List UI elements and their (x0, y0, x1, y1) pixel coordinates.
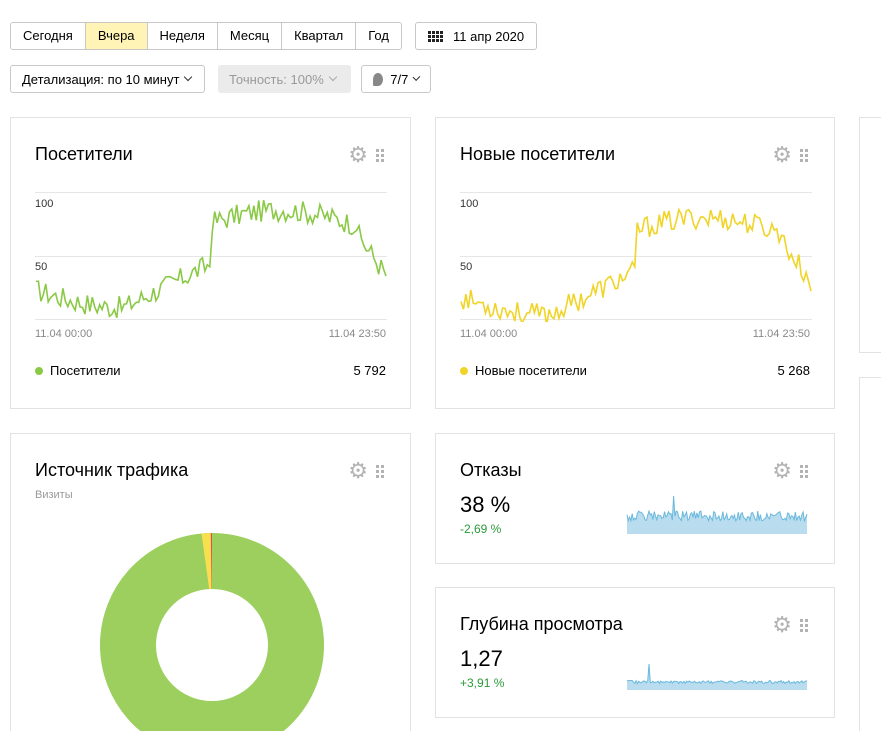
y-tick-label: 50 (460, 261, 473, 273)
new-visitors-widget: Новые посетители ⚙ 100 50 11.04 00:00 11… (435, 117, 835, 409)
bounce-widget: Отказы ⚙ 38 % -2,69 % (435, 433, 835, 564)
segments-dropdown[interactable]: 7/7 (361, 65, 431, 93)
metric-value: 1,27 (460, 646, 503, 671)
offscreen-widget (859, 377, 881, 731)
metric-delta: +3,91 % (460, 676, 505, 690)
x-tick-label: 11.04 23:50 (328, 328, 386, 340)
y-tick-label: 100 (460, 198, 479, 210)
widget-title: Посетители (35, 144, 133, 164)
legend-dot (35, 366, 43, 375)
widget-title: Источник трафика (35, 460, 189, 480)
bounce-sparkline (626, 495, 808, 534)
segments-label: 7/7 (390, 71, 409, 87)
spark-area (627, 664, 807, 690)
gear-icon[interactable]: ⚙ (348, 458, 368, 483)
spark-line (626, 663, 808, 685)
date-picker-button[interactable]: 11 апр 2020 (415, 22, 537, 50)
comment-icon (373, 72, 384, 86)
accuracy-dropdown[interactable]: Точность: 100% (218, 65, 351, 93)
drag-handle-icon[interactable] (800, 148, 808, 162)
x-tick-label: 11.04 00:00 (460, 328, 518, 340)
traffic-donut-chart (100, 532, 324, 731)
donut-segment-yellow[interactable] (201, 533, 213, 590)
drag-handle-icon[interactable] (800, 464, 808, 478)
period-today[interactable]: Сегодня (11, 23, 86, 49)
chevron-down-icon (412, 73, 421, 81)
chevron-down-icon (184, 72, 193, 82)
metric-total: 5 268 (777, 363, 810, 378)
new-visitors-line-chart (460, 192, 812, 322)
gear-icon[interactable]: ⚙ (772, 142, 792, 167)
widget-title: Отказы (460, 460, 522, 480)
series-line (35, 200, 387, 318)
metric-value: 38 % (460, 492, 511, 517)
depth-sparkline (626, 663, 808, 690)
visitors-widget: Посетители ⚙ 100 50 11.04 00:00 11.04 23… (10, 117, 411, 409)
x-tick-label: 11.04 00:00 (35, 328, 93, 340)
drag-handle-icon[interactable] (376, 464, 384, 478)
widget-subtitle: Визиты (35, 489, 73, 501)
period-month[interactable]: Месяц (217, 23, 283, 49)
y-tick-label: 100 (35, 198, 54, 210)
legend-item[interactable]: Посетители (35, 363, 121, 378)
widget-tools: ⚙ (348, 142, 384, 167)
period-quarter[interactable]: Квартал (282, 23, 357, 49)
spark-line (626, 495, 808, 523)
legend-item[interactable]: Новые посетители (460, 363, 587, 378)
x-tick-label: 11.04 23:50 (752, 328, 810, 340)
period-year[interactable]: Год (356, 23, 401, 49)
gear-icon[interactable]: ⚙ (348, 142, 368, 167)
widget-title: Глубина просмотра (460, 614, 623, 634)
metric-delta: -2,69 % (460, 522, 502, 536)
period-week[interactable]: Неделя (147, 23, 218, 49)
donut-segment-red[interactable] (210, 532, 212, 589)
widget-tools: ⚙ (772, 142, 808, 167)
spark-area (627, 496, 807, 534)
drag-handle-icon[interactable] (376, 148, 384, 162)
legend-dot (460, 366, 468, 375)
chevron-down-icon (328, 72, 338, 82)
legend-label: Посетители (50, 363, 121, 378)
legend-label: Новые посетители (475, 363, 587, 378)
detail-label: Детализация: по 10 минут (22, 71, 180, 87)
period-selector: Сегодня Вчера Неделя Месяц Квартал Год (10, 22, 402, 50)
visitors-line-chart (35, 192, 387, 320)
gear-icon[interactable]: ⚙ (772, 612, 792, 637)
gear-icon[interactable]: ⚙ (772, 458, 792, 483)
widget-title: Новые посетители (460, 144, 616, 164)
widget-tools: ⚙ (772, 458, 808, 483)
widget-tools: ⚙ (348, 458, 384, 483)
depth-widget: Глубина просмотра ⚙ 1,27 +3,91 % (435, 587, 835, 718)
y-tick-label: 50 (35, 261, 48, 273)
detail-dropdown[interactable]: Детализация: по 10 минут (10, 65, 205, 93)
drag-handle-icon[interactable] (800, 618, 808, 632)
accuracy-label: Точность: 100% (229, 71, 324, 87)
date-label: 11 апр 2020 (453, 28, 525, 44)
metric-total: 5 792 (353, 363, 386, 378)
offscreen-widget (859, 117, 881, 353)
series-line (460, 207, 812, 322)
widget-tools: ⚙ (772, 612, 808, 637)
traffic-source-widget: Источник трафика ⚙ Визиты (10, 433, 411, 731)
period-yesterday[interactable]: Вчера (85, 23, 148, 49)
calendar-icon (428, 30, 443, 42)
